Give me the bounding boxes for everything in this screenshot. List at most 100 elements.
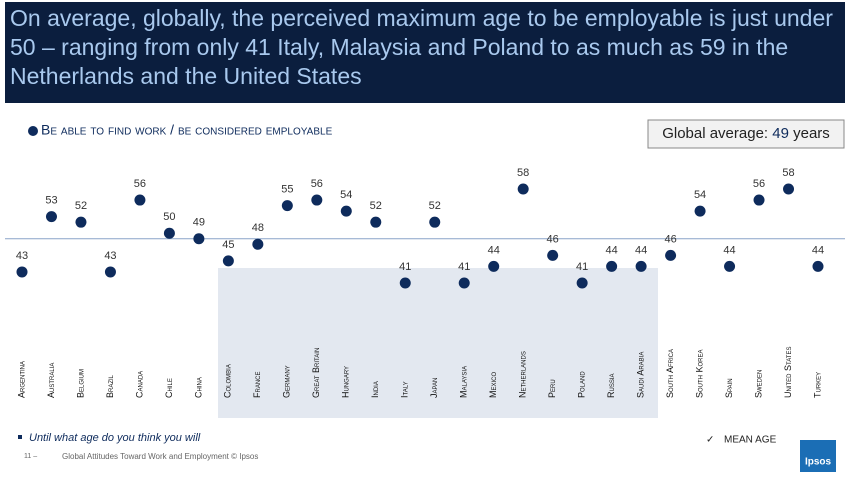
value-label: 46 (547, 233, 559, 245)
dot (281, 200, 293, 212)
value-label: 54 (694, 189, 706, 201)
plot: 43 Argentina 53 Australia 52 Belgium 43 Brazil 5… (5, 167, 845, 398)
logo: Ipsos (805, 457, 832, 468)
category-label: Great Britain (311, 348, 321, 398)
category-label: Sweden (753, 370, 763, 398)
category-label: China (193, 377, 203, 398)
category-label: India (370, 381, 380, 398)
category-label: South Africa (665, 349, 675, 398)
category-label: Netherlands (518, 351, 528, 398)
source: Global Attitudes Toward Work and Employm… (62, 452, 258, 461)
category-label: South Korea (694, 349, 704, 398)
category-label: Saudi Arabia (635, 352, 645, 398)
footnote: Until what age do you think you will (29, 432, 201, 444)
average-value: 49 (772, 125, 789, 142)
category-label: Turkey (812, 372, 822, 398)
category-label: Colombia (223, 364, 233, 398)
value-label: 50 (163, 211, 175, 223)
dot (488, 260, 500, 272)
dot (399, 277, 411, 289)
dot (517, 183, 529, 195)
check: ✓ (706, 435, 714, 446)
value-label: 55 (281, 183, 293, 195)
value-label: 43 (104, 250, 116, 262)
category-label: Japan (429, 378, 439, 398)
category-label: Malaysia (459, 366, 469, 398)
category-label: Hungary (341, 366, 351, 398)
dot (16, 266, 28, 278)
value-label: 54 (340, 189, 352, 201)
value-label: 44 (723, 244, 735, 256)
dot (753, 194, 765, 206)
category-label: France (252, 371, 262, 398)
value-label: 43 (16, 250, 28, 262)
value-label: 44 (606, 244, 618, 256)
dot (252, 238, 264, 250)
value-label: 58 (782, 167, 794, 179)
category-label: United States (783, 347, 793, 398)
category-label: Peru (547, 379, 557, 398)
category-label: Belgium (75, 369, 85, 398)
dot (163, 227, 175, 239)
dot (222, 255, 234, 267)
background-photo (218, 268, 658, 418)
value-label: 56 (753, 178, 765, 190)
value-label: 41 (399, 261, 411, 273)
dot (606, 260, 618, 272)
dot (635, 260, 647, 272)
value-label: 41 (458, 261, 470, 273)
dot (547, 249, 559, 261)
dot (724, 260, 736, 272)
dot (812, 260, 824, 272)
bullet (18, 435, 22, 439)
legend-marker (28, 126, 38, 136)
value-label: 58 (517, 167, 529, 179)
average-box (647, 119, 845, 149)
note: MEAN AGE (724, 435, 777, 446)
dot (311, 194, 323, 206)
title-wrap: On average, globally, the perceived maxi… (10, 5, 833, 89)
dot (458, 277, 470, 289)
category-label: Germany (282, 365, 292, 398)
category-label: Spain (724, 378, 734, 398)
value-label: 52 (75, 200, 87, 212)
dot (75, 216, 87, 228)
category-label: Mexico (488, 371, 498, 398)
dot (134, 194, 146, 206)
dot (340, 205, 352, 217)
value-label: 48 (252, 222, 264, 234)
value-label: 41 (576, 261, 588, 273)
value-label: 56 (311, 178, 323, 190)
dot (45, 211, 57, 223)
page-number: 11 – (24, 453, 37, 460)
category-label: Argentina (16, 361, 26, 398)
value-label: 53 (45, 195, 57, 207)
category-label: Poland (577, 371, 587, 398)
category-label: Russia (606, 373, 616, 398)
category-label: Australia (46, 363, 56, 398)
dot (370, 216, 382, 228)
dot (429, 216, 441, 228)
value-label: 44 (635, 244, 647, 256)
value-label: 44 (488, 244, 500, 256)
dot (193, 233, 205, 245)
title-box (5, 2, 845, 103)
dot (665, 249, 677, 261)
chart-title: On average, globally, the perceived maxi… (10, 5, 833, 89)
logo-box (800, 440, 836, 472)
category-label: Chile (164, 378, 174, 398)
value-label: 44 (812, 244, 824, 256)
category-label: Brazil (105, 374, 115, 398)
dot (783, 183, 795, 195)
dot (104, 266, 116, 278)
average-label: Global average: (662, 125, 768, 142)
value-label: 52 (370, 200, 382, 212)
category-label: Italy (400, 381, 410, 398)
value-label: 52 (429, 200, 441, 212)
average-text: Global average: 49 years (662, 125, 830, 142)
value-label: 45 (222, 239, 234, 251)
category-label: Canada (134, 371, 144, 398)
legend-label: Be able to find work / be considered emp… (41, 122, 333, 138)
dot (576, 277, 588, 289)
